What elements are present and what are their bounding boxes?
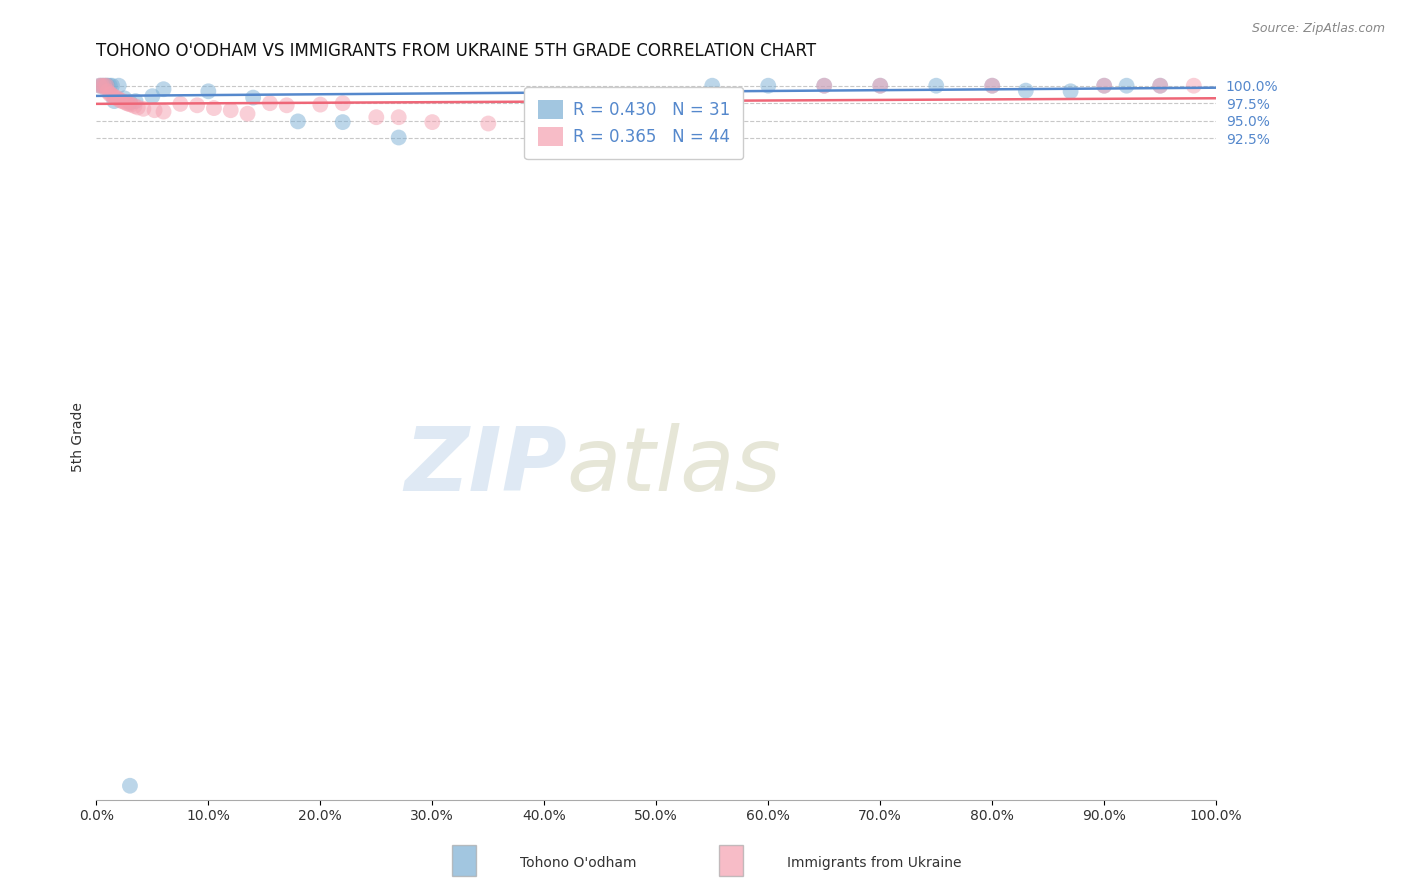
Point (111, 94, 134, 108)
Point (89, 78, 111, 93)
Point (96, 84, 118, 98)
Point (98, 87, 121, 101)
Point (236, 106, 259, 120)
Point (309, 97, 332, 112)
Text: TOHONO O'ODHAM VS IMMIGRANTS FROM UKRAINE 5TH GRADE CORRELATION CHART: TOHONO O'ODHAM VS IMMIGRANTS FROM UKRAIN… (97, 42, 817, 60)
Point (420, 115, 443, 129)
Point (702, 122, 724, 136)
Point (981, 78, 1004, 93)
Point (388, 110, 411, 124)
Point (242, 90, 264, 104)
Text: atlas: atlas (567, 424, 782, 509)
Point (118, 96, 141, 111)
Point (202, 101, 225, 115)
Point (107, 78, 129, 93)
Text: Source: ZipAtlas.com: Source: ZipAtlas.com (1251, 22, 1385, 36)
Point (1015, 84, 1038, 98)
Point (1092, 78, 1115, 93)
Point (108, 94, 131, 108)
Point (813, 78, 835, 93)
Point (93, 78, 115, 93)
Point (219, 103, 242, 118)
Text: Immigrants from Ukraine: Immigrants from Ukraine (787, 855, 962, 870)
Point (104, 90, 127, 104)
Point (112, 95, 135, 109)
Point (925, 78, 948, 93)
Point (93, 78, 115, 93)
Point (645, 123, 668, 137)
Point (107, 91, 129, 105)
Y-axis label: 5th Grade: 5th Grade (72, 402, 86, 473)
Point (1092, 78, 1115, 93)
Point (118, 779, 141, 793)
Point (115, 96, 138, 111)
Point (101, 89, 124, 103)
Point (127, 100, 149, 114)
Point (477, 116, 499, 130)
Point (89, 78, 111, 93)
Point (555, 122, 578, 136)
Point (132, 102, 155, 116)
Point (112, 91, 135, 105)
Point (388, 130, 411, 145)
Point (91, 78, 114, 93)
Point (1115, 78, 1137, 93)
Point (169, 96, 191, 111)
Point (101, 78, 124, 93)
Point (756, 78, 779, 93)
Point (1182, 78, 1205, 93)
Point (141, 89, 163, 103)
Point (276, 98, 298, 112)
Point (287, 114, 309, 128)
Point (152, 104, 174, 119)
Point (702, 78, 724, 93)
Text: ZIP: ZIP (404, 423, 567, 510)
Text: Tohono O'odham: Tohono O'odham (520, 855, 637, 870)
Point (869, 78, 891, 93)
Point (1149, 78, 1171, 93)
Point (152, 82, 174, 96)
Point (1059, 84, 1081, 98)
Point (103, 94, 125, 108)
Point (197, 84, 219, 98)
Point (91, 78, 114, 93)
Point (98, 78, 121, 93)
Point (143, 103, 166, 118)
Point (96, 78, 118, 93)
Point (96, 78, 118, 93)
Point (332, 115, 354, 129)
Point (1149, 78, 1171, 93)
Point (186, 98, 208, 112)
Point (120, 97, 142, 112)
Point (332, 96, 354, 111)
Point (124, 99, 146, 113)
Point (118, 95, 141, 110)
Point (366, 110, 388, 124)
Point (100, 87, 122, 101)
Point (869, 78, 891, 93)
Point (259, 96, 281, 111)
Legend: R = 0.430   N = 31, R = 0.365   N = 44: R = 0.430 N = 31, R = 0.365 N = 44 (524, 87, 744, 160)
Point (96, 78, 118, 93)
Point (124, 94, 146, 108)
Point (813, 78, 835, 93)
Point (981, 78, 1004, 93)
